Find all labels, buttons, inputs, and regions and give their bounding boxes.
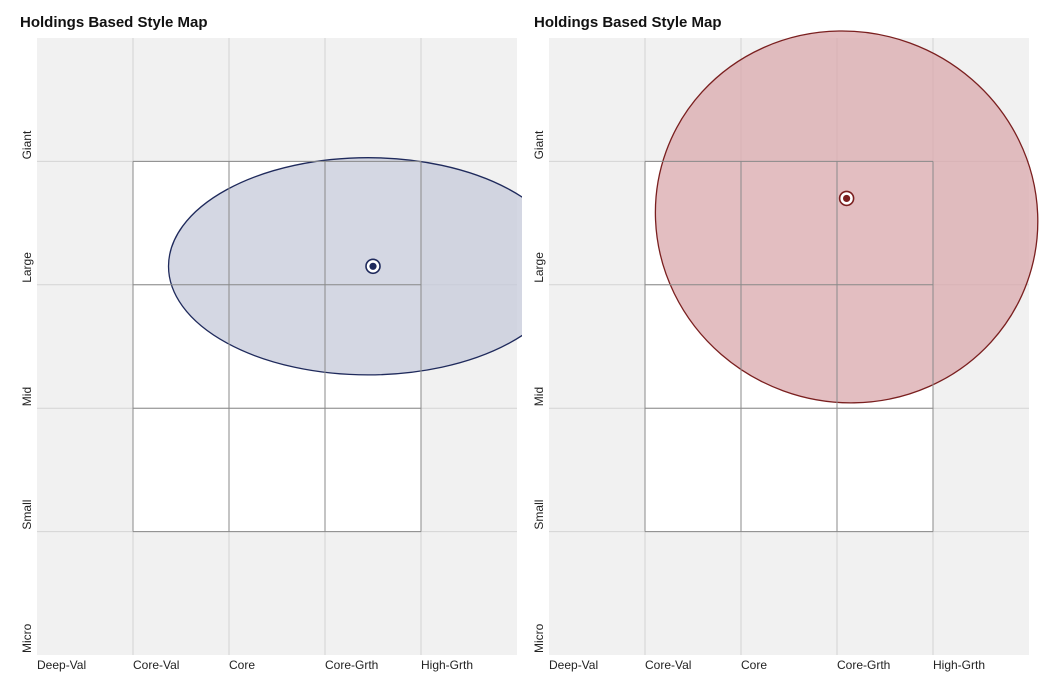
data-point	[843, 194, 851, 203]
style-map-chart: Deep-Val Core-Val Core Core-Grth High-Grth Mi…	[532, 30, 1039, 672]
style-map-panel-right: Holdings Based Style Map Deep-Val Core-Va…	[522, 0, 1044, 684]
style-ellipse	[167, 157, 522, 376]
x-tick-label: High-Grth	[933, 658, 985, 672]
y-tick-label: Mid	[20, 387, 34, 406]
y-tick-label: Micro	[532, 623, 546, 653]
style-map-panel-left: Holdings Based Style Map Deep-Val Core-Va…	[0, 0, 522, 684]
y-tick-label: Micro	[20, 623, 34, 653]
x-tick-label: Core-Val	[645, 658, 691, 672]
x-tick-label: Deep-Val	[37, 658, 86, 672]
x-tick-label: Core-Grth	[837, 658, 890, 672]
y-tick-label: Giant	[20, 130, 34, 159]
chart-title: Holdings Based Style Map	[20, 14, 208, 31]
x-tick-label: Core-Grth	[325, 658, 378, 672]
y-tick-label: Small	[532, 500, 546, 530]
chart-title: Holdings Based Style Map	[534, 14, 722, 31]
x-tick-label: High-Grth	[421, 658, 473, 672]
style-map-chart: Deep-Val Core-Val Core Core-Grth High-Grth Mi…	[20, 38, 522, 672]
y-tick-label: Large	[20, 252, 34, 283]
y-tick-label: Mid	[532, 387, 546, 406]
y-tick-label: Giant	[532, 130, 546, 159]
data-point	[369, 262, 377, 270]
y-tick-label: Large	[532, 252, 546, 283]
y-tick-label: Small	[20, 500, 34, 530]
style-ellipse	[654, 30, 1039, 404]
x-tick-label: Core-Val	[133, 658, 179, 672]
x-tick-label: Core	[229, 658, 255, 672]
x-tick-label: Deep-Val	[549, 658, 598, 672]
x-tick-label: Core	[741, 658, 767, 672]
